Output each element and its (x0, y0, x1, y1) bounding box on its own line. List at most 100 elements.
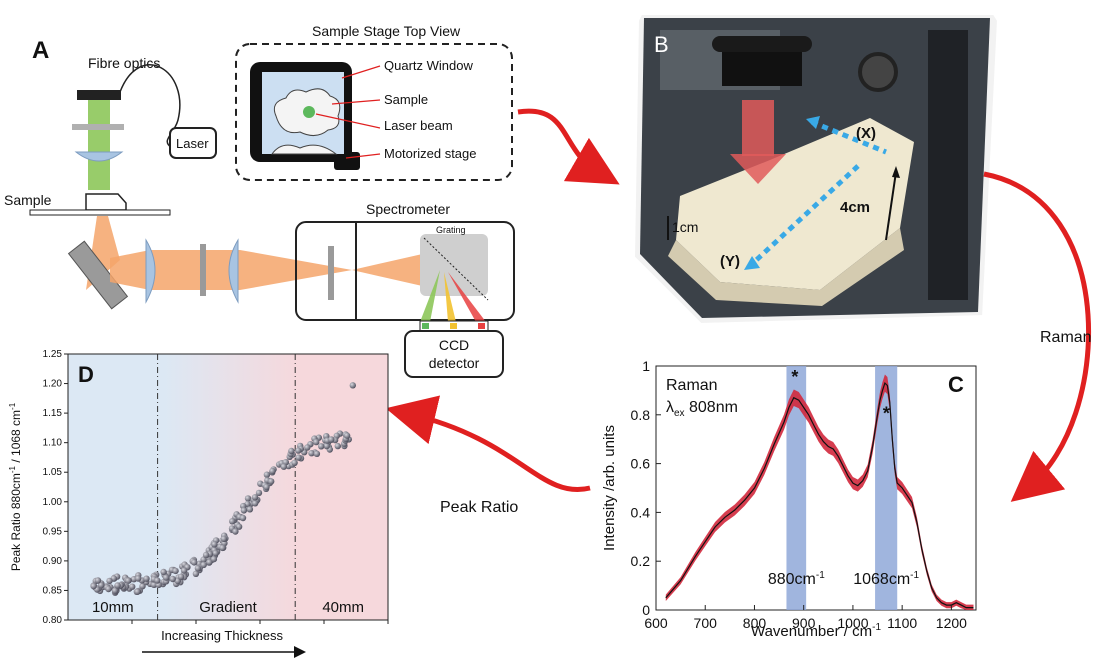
photo-objective (722, 52, 802, 86)
c-xtick-label-1: 700 (694, 615, 718, 631)
d-point (232, 528, 239, 535)
c-band-label-text-0: 880cm (768, 571, 816, 588)
d-point (255, 489, 263, 497)
d-point (240, 507, 248, 514)
sample-label: Sample (4, 192, 52, 208)
disperse-red (448, 272, 486, 322)
stage-title: Sample Stage Top View (312, 23, 461, 39)
ccd-pixel-yellow (450, 323, 457, 329)
y-arrow-head (744, 256, 760, 270)
d-ytick-label-3: 0.95 (43, 526, 63, 537)
d-point (194, 565, 202, 572)
d-point (143, 575, 150, 582)
d-point (328, 436, 335, 443)
photo-camera (858, 52, 898, 92)
ccd-label-1: CCD (439, 337, 469, 353)
d-ytick-label-2: 0.90 (43, 556, 63, 567)
filter-2 (200, 244, 206, 296)
scale-1cm-label: 1cm (672, 219, 698, 235)
panel-a-letter: A (32, 37, 49, 64)
panel-b-letter: B (654, 32, 669, 57)
d-point (269, 467, 276, 475)
probe-head (77, 90, 121, 100)
d-point (220, 535, 228, 543)
d-point (192, 570, 200, 577)
spectrometer-box (295, 221, 515, 321)
laser-label: Laser (176, 136, 209, 151)
d-region-label-1: Gradient (199, 599, 257, 616)
c-ytick-label-5: 1 (642, 358, 650, 374)
fibre-optics-label: Fibre optics (88, 55, 160, 71)
y-axis-arrow (750, 164, 860, 266)
sample-platform (29, 209, 171, 216)
d-point (160, 568, 167, 576)
d-point (308, 450, 315, 457)
green-beam (88, 100, 110, 190)
d-point (304, 444, 311, 451)
c-xtick-label-5: 1100 (887, 615, 917, 631)
photo-laser-arrow-shaft (742, 100, 774, 156)
d-point (263, 471, 271, 478)
scale-4cm-bar (885, 171, 897, 241)
d-ytick-label-6: 1.10 (43, 438, 63, 449)
c-xlabel-text: Wavenumber / cm (751, 623, 872, 640)
d-ylabel-sup2: -1 (8, 402, 17, 410)
d-point (280, 463, 287, 470)
d-point (313, 450, 321, 457)
photo-post (928, 30, 968, 300)
d-point (200, 561, 207, 569)
c-peak-marker-1: * (883, 404, 890, 424)
d-point (191, 559, 198, 566)
d-ytick-label-4: 1.00 (43, 497, 63, 508)
d-point (323, 442, 330, 450)
d-point (251, 494, 259, 501)
c-band-label-text-1: 1068cm (853, 571, 910, 588)
d-ytick-label-1: 0.85 (43, 585, 63, 596)
panel-b: (X) (Y) 1cm 4cm B (628, 9, 1004, 330)
d-point (90, 582, 97, 590)
d-point (210, 555, 218, 563)
photo-sample-block (676, 118, 914, 290)
d-point (105, 585, 112, 593)
d-point (263, 483, 270, 491)
c-plot-area (655, 365, 977, 611)
d-ytick-label-5: 1.05 (43, 467, 63, 478)
d-point (229, 518, 236, 525)
d-point (244, 495, 252, 502)
c-band-label-0: 880cm-1 (768, 570, 825, 588)
d-xlabel: Increasing Thickness (161, 628, 283, 643)
photo-objective-top (712, 36, 812, 52)
c-ytick-label-3: 0.6 (631, 456, 651, 472)
c-xlabel-sup: -1 (872, 622, 881, 633)
x-axis-arrow (811, 119, 887, 155)
d-point (239, 514, 247, 522)
arrow-c-to-d (385, 395, 591, 492)
stage-label-motorized: Motorized stage (384, 146, 477, 161)
filter-plate (72, 124, 124, 130)
c-ytick-label-2: 0.4 (631, 504, 651, 520)
flow-arrows: Raman Peak Ratio (385, 108, 1092, 516)
stage-label-quartz: Quartz Window (384, 58, 473, 73)
ccd-label-2: detector (429, 355, 480, 371)
c-ytick-label-0: 0 (642, 602, 650, 618)
c-title-line2: λex 808nm (666, 399, 738, 419)
arrow-b-to-c (983, 171, 1092, 502)
ccd-pixel-green (422, 323, 429, 329)
d-point (343, 432, 351, 439)
orange-beam-horizontal (110, 250, 440, 290)
spectrometer-label: Spectrometer (366, 201, 450, 217)
d-point (206, 559, 213, 566)
mirror (67, 240, 129, 310)
d-point (111, 587, 119, 594)
d-ytick-label-9: 1.25 (43, 349, 63, 360)
stage-label-laser-beam: Laser beam (384, 118, 453, 133)
c-spectrum-line (665, 382, 974, 609)
d-point (114, 582, 121, 589)
lens-2 (228, 238, 239, 304)
d-point (134, 588, 141, 595)
arrow-a-to-b (517, 108, 620, 185)
d-ytick-label-7: 1.15 (43, 408, 63, 419)
panel-d-chart: D Peak Ratio 880cm-1 / 1068 cm-1 Increas… (8, 349, 389, 658)
spectrometer-filter (328, 246, 334, 300)
